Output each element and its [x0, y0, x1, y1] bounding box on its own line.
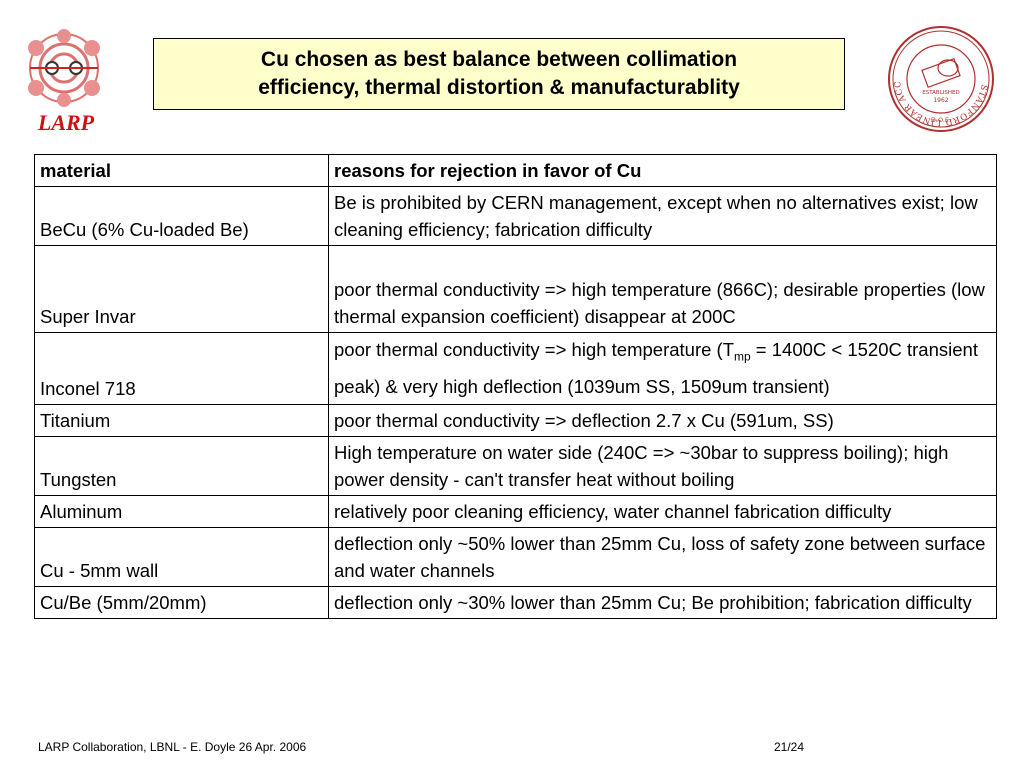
table-row: Tungsten High temperature on water side … — [34, 435, 997, 496]
reason-subscript: mp — [734, 349, 751, 364]
reason-cell: deflection only ~30% lower than 25mm Cu;… — [328, 585, 997, 619]
reason-text: poor thermal conductivity => high temper… — [334, 339, 734, 360]
header-material: material — [34, 154, 329, 187]
seal-doe: D.O.E. — [931, 116, 951, 124]
material-cell: BeCu (6% Cu-loaded Be) — [34, 186, 329, 246]
larp-logo-text: LARP — [37, 110, 95, 135]
material-cell: Cu/Be (5mm/20mm) — [34, 585, 329, 619]
material-cell: Tungsten — [34, 435, 329, 496]
reason-cell: Be is prohibited by CERN management, exc… — [328, 186, 997, 246]
larp-logo-icon — [28, 29, 100, 107]
slac-seal-icon: STANFORD LINEAR ACCELERATOR CENTER ESTAB… — [886, 24, 994, 132]
table-row: Aluminum relatively poor cleaning effici… — [34, 494, 997, 528]
page-number: 21/24 — [774, 740, 805, 754]
material-cell: Aluminum — [34, 494, 329, 528]
table-header-row: material reasons for rejection in favor … — [34, 154, 997, 187]
material-cell: Cu - 5mm wall — [34, 526, 329, 587]
reason-cell: deflection only ~50% lower than 25mm Cu,… — [328, 526, 997, 587]
table-row: BeCu (6% Cu-loaded Be) Be is prohibited … — [34, 186, 997, 246]
rejection-table: material reasons for rejection in favor … — [34, 154, 997, 619]
reason-cell: High temperature on water side (240C => … — [328, 435, 997, 496]
slide-title: Cu chosen as best balance between collim… — [153, 38, 845, 110]
reason-cell: relatively poor cleaning efficiency, wat… — [328, 494, 997, 528]
table-row: Super Invar poor thermal conductivity =>… — [34, 245, 997, 333]
material-cell: Super Invar — [34, 245, 329, 333]
reason-cell: poor thermal conductivity => high temper… — [328, 245, 997, 333]
title-line-2: efficiency, thermal distortion & manufac… — [258, 76, 740, 99]
table-row: Titanium poor thermal conductivity => de… — [34, 403, 997, 437]
table-row: Cu/Be (5mm/20mm) deflection only ~30% lo… — [34, 585, 997, 619]
reason-text: = 1400C < 1520C transient peak) & very h… — [334, 339, 978, 397]
seal-established: ESTABLISHED — [922, 90, 959, 96]
header-reasons: reasons for rejection in favor of Cu — [328, 154, 997, 187]
seal-year: 1962 — [933, 97, 948, 104]
reason-cell: poor thermal conductivity => deflection … — [328, 403, 997, 437]
title-line-1: Cu chosen as best balance between collim… — [260, 48, 738, 71]
reason-cell: poor thermal conductivity => high temper… — [328, 332, 997, 405]
table-row: Cu - 5mm wall deflection only ~50% lower… — [34, 526, 997, 587]
material-cell: Inconel 718 — [34, 332, 329, 405]
table-row: Inconel 718 poor thermal conductivity =>… — [34, 332, 997, 405]
material-cell: Titanium — [34, 403, 329, 437]
footer-credit: LARP Collaboration, LBNL - E. Doyle 26 A… — [38, 740, 307, 754]
